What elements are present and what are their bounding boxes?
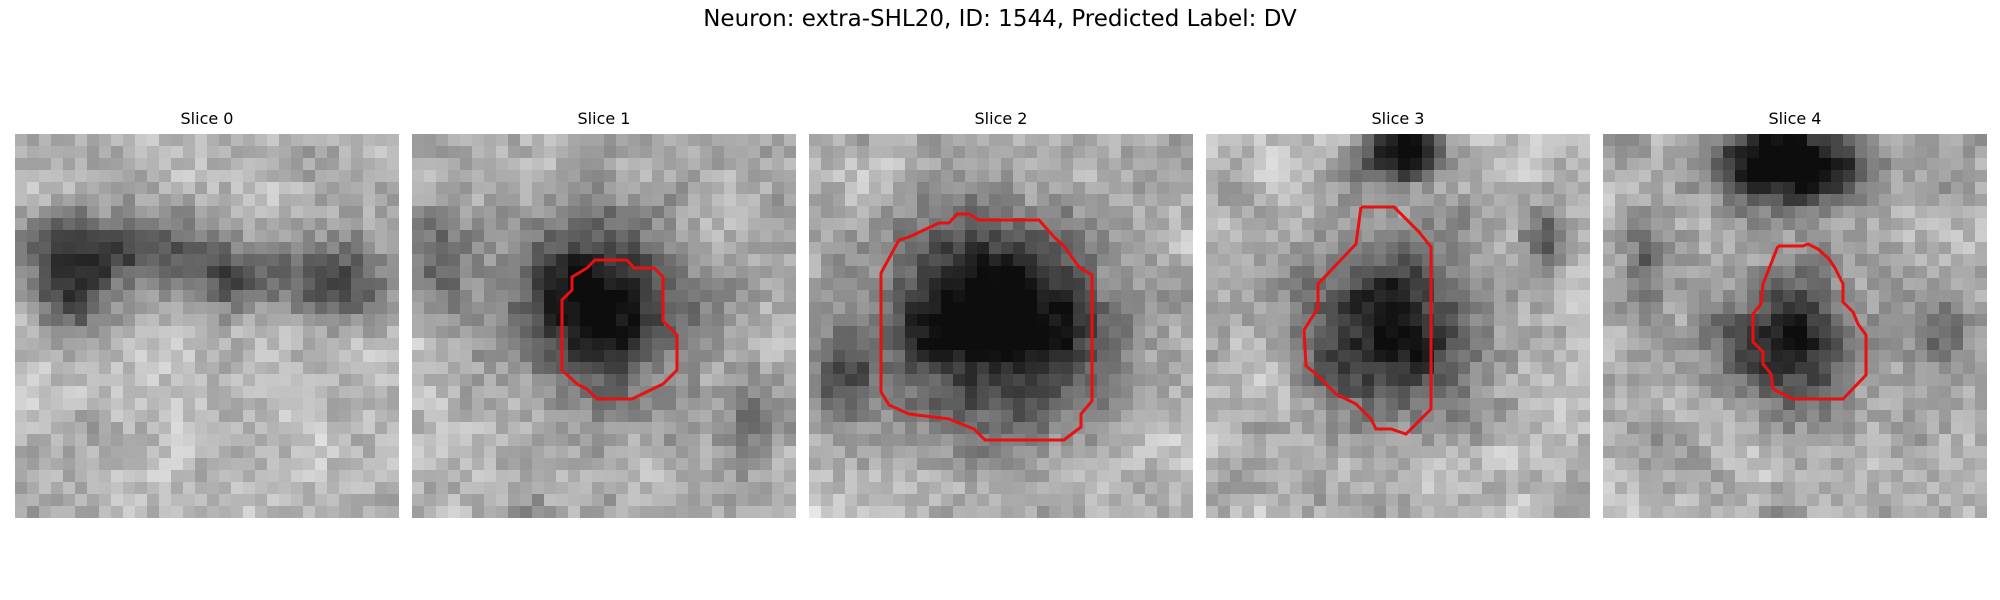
contour-overlay	[560, 258, 679, 401]
slice-panel-2: Slice 2	[809, 108, 1193, 518]
slice-panel-1: Slice 1	[412, 108, 796, 518]
slice-title: Slice 3	[1371, 109, 1425, 128]
contour-line	[1302, 205, 1433, 436]
slice-image	[15, 134, 399, 518]
figure-title: Neuron: extra-SHL20, ID: 1544, Predicted…	[703, 6, 1297, 32]
slice-2-image	[809, 134, 1193, 518]
slice-title: Slice 4	[1768, 109, 1822, 128]
slice-image	[1206, 134, 1590, 518]
slice-3-image	[1206, 134, 1590, 518]
contour-line	[879, 212, 1094, 442]
contour-overlay	[1302, 205, 1433, 436]
slice-0-image	[15, 134, 399, 518]
contour-overlay	[1751, 242, 1868, 401]
slice-1-image	[412, 134, 796, 518]
contour-overlay	[879, 212, 1094, 442]
slice-panel-0: Slice 0	[15, 108, 399, 518]
slice-panel-4: Slice 4	[1603, 108, 1987, 518]
slice-title: Slice 1	[577, 109, 631, 128]
slice-image	[412, 134, 796, 518]
slice-title: Slice 0	[180, 109, 234, 128]
slice-image	[809, 134, 1193, 518]
slice-panel-3: Slice 3	[1206, 108, 1590, 518]
contour-line	[1751, 242, 1868, 401]
slice-title: Slice 2	[974, 109, 1028, 128]
contour-line	[560, 258, 679, 401]
slice-4-image	[1603, 134, 1987, 518]
slice-image	[1603, 134, 1987, 518]
